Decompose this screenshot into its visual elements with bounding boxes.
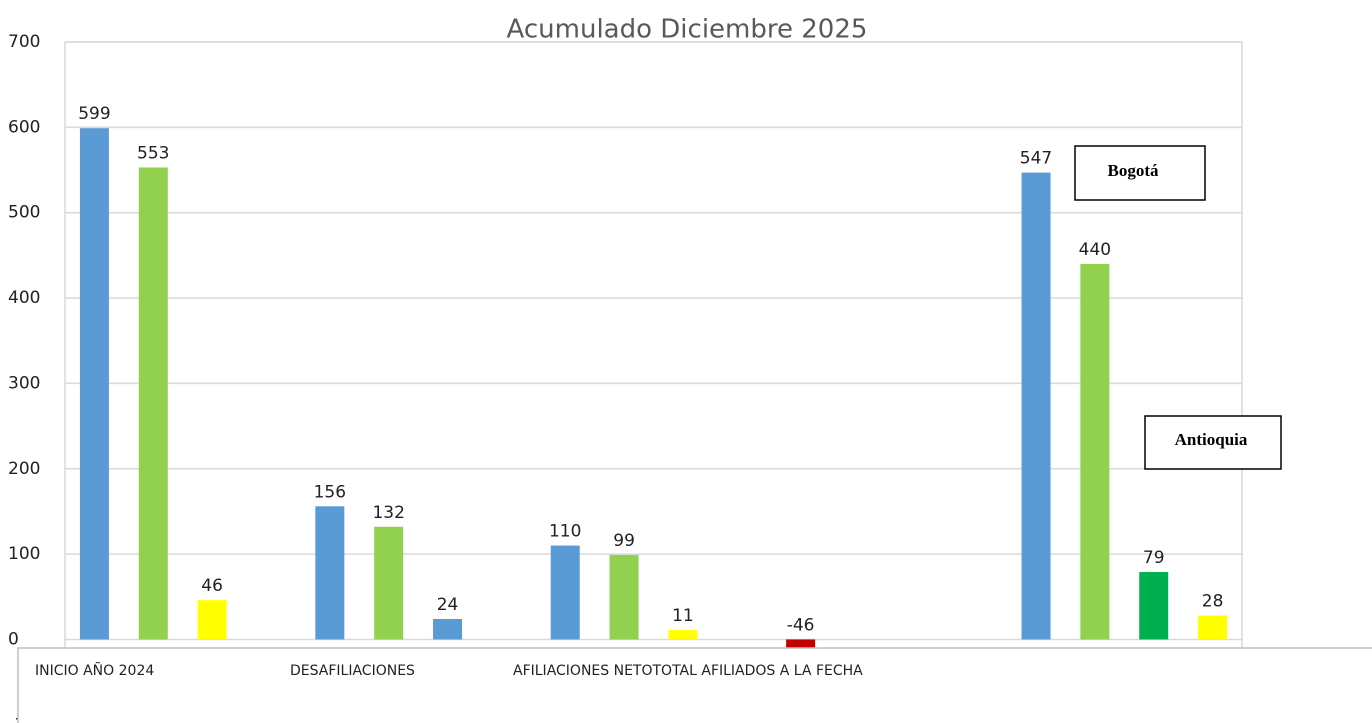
plot-area: -100010020030040050060070059955346156132… [8, 32, 1243, 723]
bar [1021, 172, 1051, 640]
bar [197, 600, 227, 640]
bar [138, 167, 168, 640]
data-label: 24 [437, 595, 459, 615]
y-tick-label: 400 [8, 288, 40, 308]
data-label: -46 [787, 615, 815, 635]
y-tick-label: 700 [8, 32, 40, 52]
bar [374, 526, 404, 640]
x-tick-label: INICIO AÑO 2024 [35, 662, 154, 679]
data-label: 132 [372, 503, 404, 523]
data-label: 440 [1079, 240, 1111, 260]
x-tick-label: TOTAL AFILIADOS A LA FECHA [652, 663, 864, 679]
data-label: 46 [201, 576, 223, 596]
bar [609, 554, 639, 640]
x-tick-label: AFILIACIONES NETO [513, 663, 653, 679]
data-label: 110 [549, 522, 581, 542]
annotation-box [1074, 145, 1206, 201]
chart-title: Acumulado Diciembre 2025 [507, 15, 868, 45]
plot-frame [64, 41, 1243, 663]
data-label: 156 [314, 482, 346, 502]
annotation-box [1144, 415, 1282, 470]
bar [1139, 572, 1169, 640]
data-label: 553 [137, 143, 169, 163]
y-tick-label: 0 [8, 629, 19, 649]
data-label: 547 [1020, 149, 1052, 169]
panel [17, 647, 1372, 723]
annotation: Antioquia [1175, 430, 1248, 449]
y-tick-label: 100 [8, 544, 40, 564]
data-label: 11 [672, 606, 694, 626]
bar [433, 618, 463, 640]
y-tick-label: 200 [8, 459, 40, 479]
bar [550, 545, 580, 640]
bar [1080, 263, 1110, 640]
data-label: 79 [1143, 548, 1165, 568]
bar [315, 506, 345, 640]
data-label: 28 [1202, 592, 1224, 612]
bar [1198, 615, 1228, 640]
y-tick-label: 300 [8, 373, 40, 393]
annotation: Bogotá [1108, 161, 1160, 180]
y-tick-label: 600 [8, 117, 40, 137]
data-label: 99 [613, 531, 635, 551]
bar [79, 128, 109, 640]
bar [668, 630, 698, 640]
category-panel: INICIO AÑO 2024 DESAFILIACIONES AFILIACI… [17, 647, 1372, 723]
y-tick-label: 500 [8, 203, 40, 223]
data-label: 599 [78, 104, 110, 124]
x-tick-label: DESAFILIACIONES [290, 663, 415, 679]
